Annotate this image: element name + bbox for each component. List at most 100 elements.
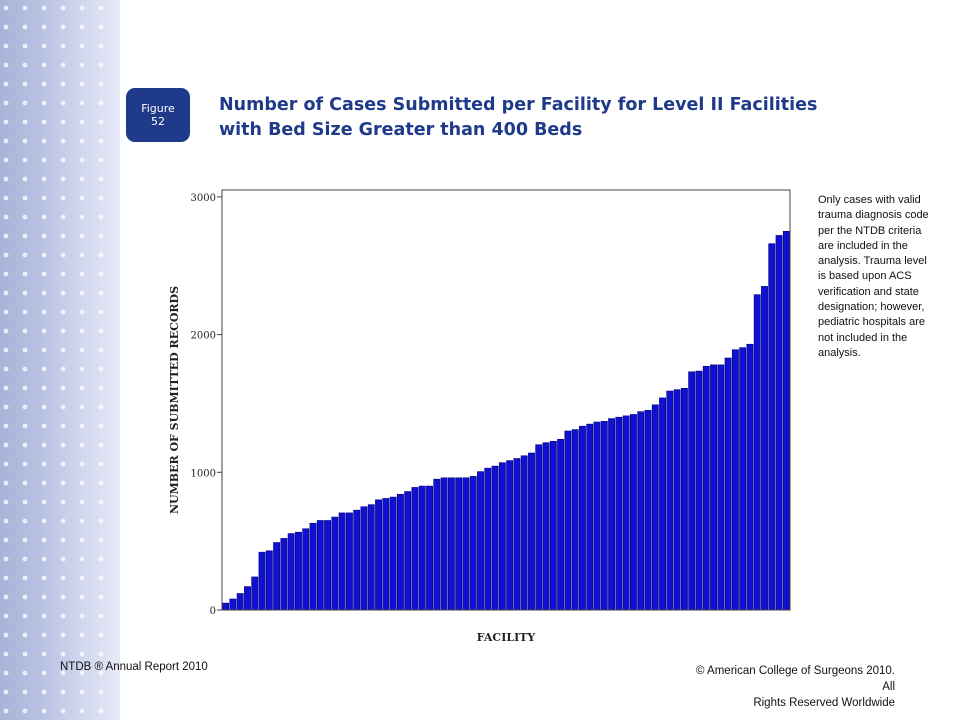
- bar: [418, 485, 426, 611]
- bar: [571, 429, 579, 611]
- bar: [702, 365, 710, 611]
- bar: [644, 410, 652, 611]
- y-tick-label: 3000: [191, 193, 216, 204]
- axes-group: 0 1000 2000 3000: [191, 189, 791, 617]
- bar: [761, 286, 768, 611]
- bar: [447, 477, 455, 611]
- bar: [229, 598, 237, 611]
- bar: [739, 347, 747, 611]
- bar: [396, 494, 404, 611]
- bar: [222, 602, 230, 611]
- bar: [593, 421, 601, 611]
- bar: [600, 421, 608, 611]
- bar: [477, 471, 484, 611]
- decorative-dot-stripe: [0, 0, 120, 720]
- bar: [360, 506, 368, 611]
- bar: [295, 531, 302, 611]
- footer-copyright-line-2: Rights Reserved Worldwide: [753, 697, 895, 709]
- bar: [564, 430, 572, 611]
- bar: [688, 371, 696, 611]
- bar: [746, 343, 754, 611]
- bar: [731, 349, 739, 611]
- bar: [316, 520, 324, 611]
- chart-note: Only cases with valid trauma diagnosis c…: [818, 194, 929, 359]
- bar: [280, 538, 288, 611]
- footer-copyright-line-1: © American College of Surgeons 2010. All: [696, 665, 895, 693]
- bar: [462, 477, 470, 611]
- bar: [579, 425, 586, 611]
- bar: [411, 487, 419, 611]
- bar: [724, 357, 732, 611]
- footer-copyright: © American College of Surgeons 2010. All…: [690, 663, 895, 711]
- bar: [549, 441, 557, 611]
- bar-chart: 0 1000 2000 3000 FACILITY NUMBER OF SUBMITT…: [168, 189, 791, 644]
- title-line-2: with Bed Size Greater than 400 Beds: [219, 120, 583, 140]
- bar: [695, 370, 703, 611]
- y-tick-label: 0: [210, 606, 216, 617]
- bar: [710, 364, 717, 611]
- bar: [498, 462, 506, 611]
- bar: [484, 467, 492, 611]
- bar: [615, 416, 623, 611]
- footer-report-name: NTDB ® Annual Report 2010: [60, 661, 208, 673]
- bar: [506, 460, 514, 611]
- x-axis-label: FACILITY: [477, 631, 536, 644]
- bar: [236, 593, 244, 611]
- y-tick-label: 2000: [191, 331, 216, 342]
- bar: [491, 465, 499, 611]
- bar: [673, 389, 681, 611]
- bar: [404, 491, 412, 611]
- bar: [586, 423, 594, 611]
- bar: [753, 294, 761, 611]
- bar: [367, 504, 375, 611]
- bar: [629, 414, 637, 611]
- bar: [433, 478, 441, 611]
- bar: [309, 522, 317, 611]
- bar: [382, 498, 390, 611]
- bar: [782, 231, 790, 611]
- dot-pattern: [3, 5, 104, 714]
- bar: [273, 542, 281, 611]
- bar: [528, 452, 535, 611]
- bar: [324, 520, 332, 611]
- bar: [375, 499, 382, 611]
- bar: [258, 551, 266, 611]
- bar: [287, 533, 295, 611]
- figure-badge-label: Figure: [141, 102, 175, 115]
- bar: [455, 477, 463, 611]
- bar: [717, 364, 725, 611]
- bar: [353, 509, 361, 611]
- bar: [680, 388, 688, 611]
- bar: [389, 496, 397, 611]
- bar: [244, 586, 251, 611]
- bars-group: [222, 231, 790, 611]
- figure-badge: Figure 52: [126, 88, 190, 142]
- bar: [331, 516, 339, 611]
- bar: [768, 243, 776, 611]
- bar: [302, 528, 310, 611]
- plot-frame: [221, 189, 791, 611]
- page-title: Number of Cases Submitted per Facility f…: [219, 93, 859, 143]
- bar: [440, 477, 448, 611]
- bar: [659, 397, 666, 611]
- bar: [608, 418, 616, 611]
- bar: [251, 576, 259, 611]
- title-line-1: Number of Cases Submitted per Facility f…: [219, 95, 818, 115]
- bar: [469, 476, 477, 611]
- bar: [622, 415, 630, 611]
- y-tick-label: 1000: [191, 468, 216, 479]
- y-axis-label: NUMBER OF SUBMITTED RECORDS: [168, 286, 181, 514]
- bar: [535, 444, 543, 611]
- bar: [666, 390, 674, 611]
- bar: [557, 438, 565, 611]
- bar: [338, 512, 346, 611]
- bar: [651, 404, 659, 611]
- bar: [775, 235, 783, 611]
- figure-badge-number: 52: [151, 115, 165, 128]
- bar: [513, 458, 521, 611]
- bar: [542, 442, 550, 611]
- bar: [426, 485, 433, 611]
- bar: [346, 512, 353, 611]
- bar: [520, 455, 528, 611]
- bar: [637, 411, 645, 611]
